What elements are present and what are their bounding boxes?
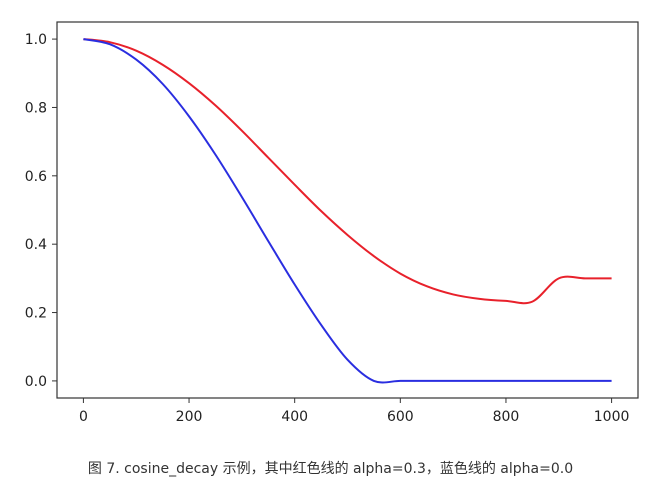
y-axis: 0.0 0.2 0.4 0.6 0.8 1.0 — [25, 32, 57, 390]
y-tick-label: 0.2 — [25, 306, 47, 322]
chart: 0 200 400 600 800 1000 0.0 0.2 0.4 0.6 0.8 1.0 — [25, 21, 639, 425]
series-layer — [83, 38, 612, 384]
x-tick-label: 1000 — [594, 409, 630, 425]
y-tick-label: 0.0 — [25, 374, 47, 390]
series-line-blue — [83, 38, 612, 384]
y-tick-label: 0.4 — [25, 237, 47, 253]
x-tick-label: 800 — [493, 409, 520, 425]
x-tick-label: 0 — [79, 409, 88, 425]
x-axis: 0 200 400 600 800 1000 — [79, 398, 629, 425]
y-tick-label: 1.0 — [25, 32, 47, 48]
x-tick-label: 400 — [281, 409, 308, 425]
y-tick-label: 0.6 — [25, 169, 47, 185]
x-tick-label: 600 — [387, 409, 414, 425]
figure-caption: 图 7. cosine_decay 示例，其中红色线的 alpha=0.3，蓝色… — [87, 461, 574, 477]
x-tick-label: 200 — [176, 409, 203, 425]
series-line-red — [83, 38, 612, 305]
y-tick-label: 0.8 — [25, 100, 47, 116]
plot-area — [56, 21, 639, 399]
